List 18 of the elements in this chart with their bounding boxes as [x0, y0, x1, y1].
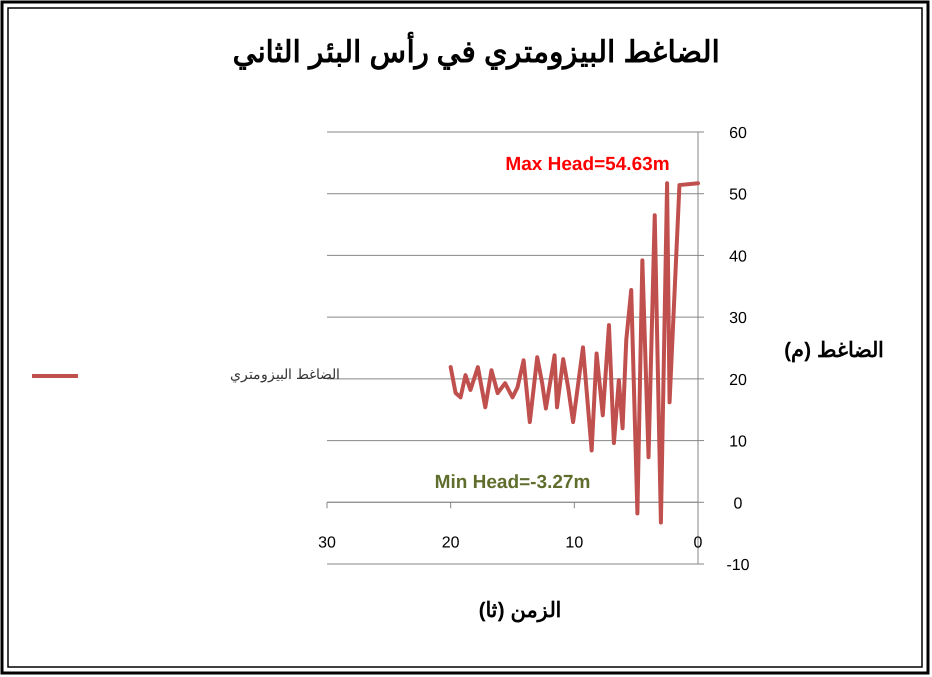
x-axis-title: الزمن (ثا): [478, 599, 562, 623]
x-tick-label: 20: [442, 534, 460, 552]
y-tick-label: 10: [729, 434, 747, 451]
y-tick-label: 60: [729, 125, 747, 142]
x-tick-label: 10: [565, 534, 584, 552]
x-tick-label: 30: [318, 534, 336, 552]
annotation: Min Head=-3.27m: [434, 472, 590, 493]
y-tick-label: 40: [729, 248, 747, 266]
text: الضاغط البيزومتري: [230, 366, 340, 383]
y-tick-label: 20: [729, 372, 747, 389]
annotation: Max Head=54.63m: [505, 154, 670, 175]
y-tick-label: 0: [734, 495, 743, 512]
y-tick-label: 30: [729, 310, 747, 328]
chart-title: الضاغط البيزومتري في رأس البئر الثاني: [232, 31, 720, 70]
x-tick-label: 0: [694, 534, 703, 552]
y-tick-label: 50: [729, 186, 747, 204]
y-axis-title: الضاغط (م): [784, 339, 884, 363]
y-tick-label: -10: [726, 557, 750, 574]
